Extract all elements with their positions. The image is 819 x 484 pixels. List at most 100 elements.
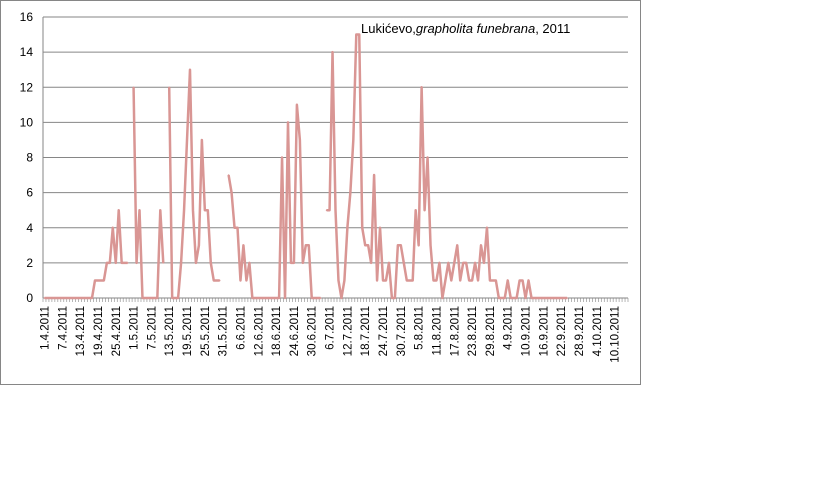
data-point [515, 297, 518, 299]
x-tick-label: 30.6.2011 [307, 306, 319, 356]
data-point [343, 279, 346, 282]
title-year: , 2011 [535, 21, 570, 36]
data-point [560, 297, 562, 299]
x-tick-label: 23.8.2011 [467, 306, 479, 356]
title-species: grapholita funebrana [416, 21, 535, 36]
data-point [236, 226, 239, 229]
data-point [272, 297, 274, 299]
data-point [500, 297, 503, 299]
data-point [100, 279, 102, 282]
data-point [331, 51, 334, 53]
data-point [394, 297, 396, 299]
x-tick-label: 13.4.2011 [75, 306, 87, 356]
y-tick-label: 12 [20, 80, 34, 94]
data-point [319, 297, 322, 299]
data-point [548, 297, 551, 299]
data-point [426, 156, 429, 159]
data-point [49, 297, 52, 299]
data-point [70, 297, 73, 299]
data-point [233, 226, 236, 229]
data-point [382, 279, 384, 282]
x-tick-label: 17.8.2011 [449, 306, 461, 356]
data-point [483, 262, 485, 264]
data-point [379, 226, 381, 229]
data-point [468, 279, 470, 282]
data-point [370, 262, 372, 264]
data-point [204, 209, 206, 211]
x-tick-label: 12.6.2011 [253, 306, 265, 356]
data-point [85, 297, 87, 299]
x-tick-label: 11.8.2011 [431, 306, 443, 355]
x-tick-label: 31.5.2011 [218, 306, 230, 356]
data-point [503, 297, 506, 299]
data-point [141, 297, 144, 299]
x-tick-label: 7.5.2011 [146, 306, 158, 350]
data-point [506, 279, 509, 282]
data-point [150, 297, 153, 299]
data-point [352, 139, 355, 141]
series-line-segment [227, 103, 321, 300]
data-point [355, 33, 358, 36]
data-point [55, 297, 58, 299]
data-point [316, 297, 319, 299]
data-point [367, 244, 369, 247]
data-point [414, 209, 417, 211]
data-point [177, 297, 179, 299]
data-point [551, 297, 554, 299]
data-point [215, 279, 218, 282]
data-point [174, 297, 176, 299]
x-tick-label: 28.9.2011 [574, 306, 586, 356]
data-point [495, 279, 497, 282]
data-point [408, 279, 411, 282]
data-point [471, 279, 473, 282]
data-point [385, 279, 387, 282]
data-point [287, 121, 289, 124]
data-point [257, 297, 260, 299]
x-tick-label: 6.7.2011 [325, 306, 337, 350]
data-point [195, 262, 197, 264]
title-place: Lukićevo, [361, 21, 416, 36]
data-point [212, 279, 215, 282]
data-point [521, 279, 524, 282]
data-point [518, 279, 521, 282]
data-point [302, 262, 304, 264]
data-point [364, 244, 366, 247]
data-point [441, 297, 444, 299]
x-tick-label: 25.4.2011 [111, 306, 123, 356]
x-tick-label: 25.5.2011 [200, 306, 212, 356]
data-point [293, 262, 295, 264]
data-point [400, 244, 402, 247]
data-point [156, 297, 159, 299]
series-line-segment [167, 68, 220, 300]
data-point [447, 262, 450, 264]
data-point [88, 297, 90, 299]
y-tick-label: 0 [26, 291, 33, 305]
data-point [438, 262, 441, 264]
data-point [486, 226, 488, 229]
x-tick-label: 29.8.2011 [485, 306, 497, 356]
data-point [337, 279, 340, 282]
data-point [420, 86, 423, 89]
data-point [126, 262, 129, 264]
data-point [539, 297, 542, 299]
x-tick-label: 18.6.2011 [271, 306, 283, 356]
data-point [159, 209, 162, 211]
x-tick-label: 4.10.2011 [592, 306, 604, 356]
chart-frame: 0 2 4 6 8 10 12 14 16 1.4.2011 7.4.2011 13.4.2011 1… [0, 0, 641, 385]
y-tick-label: 2 [26, 256, 33, 270]
x-tick-label: 18.7.2011 [360, 306, 372, 356]
data-point [411, 279, 414, 282]
data-point [106, 262, 108, 264]
data-point [284, 297, 286, 299]
data-point [153, 297, 156, 299]
data-point [563, 297, 565, 299]
data-point [132, 86, 135, 89]
data-point [263, 297, 266, 299]
data-point [94, 279, 96, 282]
data-point [423, 209, 426, 211]
data-point [554, 297, 557, 299]
data-point [299, 139, 301, 141]
data-point [239, 279, 242, 282]
series-line-segment [44, 208, 128, 300]
data-point [477, 279, 479, 282]
